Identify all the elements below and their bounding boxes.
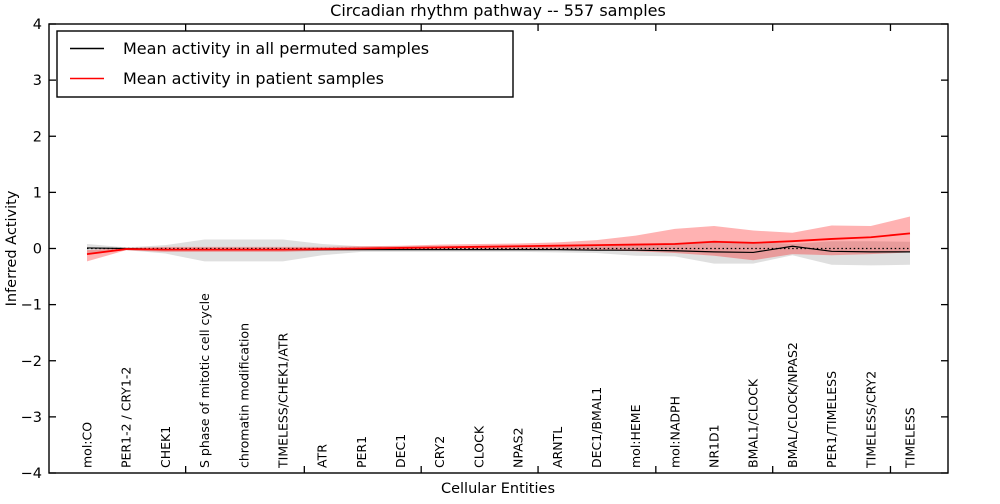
y-tick-label: −2 (21, 354, 42, 370)
x-category-label: PER1 (354, 436, 369, 468)
y-tick-label: −4 (21, 466, 42, 482)
x-category-label: chromatin modification (236, 323, 251, 468)
x-category-label: BMAL1/CLOCK (746, 378, 761, 468)
x-category-label: PER1-2 / CRY1-2 (119, 367, 134, 468)
y-tick-label: 3 (33, 73, 42, 89)
legend-label-patient: Mean activity in patient samples (123, 69, 384, 88)
x-category-label: BMAL/CLOCK/NPAS2 (785, 342, 800, 468)
x-category-label: NR1D1 (707, 424, 722, 468)
plot-layer: −4 −3 −2 −1 0 1 2 3 4 mol:CO PER1-2 / CRY1-2 CHEK1 S… (21, 17, 948, 482)
x-category-label: mol:CO (80, 422, 95, 468)
y-tick-label: −3 (21, 410, 42, 426)
y-tick-label: 1 (33, 185, 42, 201)
x-category-label: TIMELESS/CRY2 (863, 371, 878, 469)
x-category-label: TIMELESS/CHEK1/ATR (275, 332, 290, 469)
x-axis-label: Cellular Entities (441, 481, 555, 497)
y-axis-label: Inferred Activity (4, 190, 20, 306)
x-category-label: NPAS2 (511, 427, 526, 468)
x-category-label: ARNTL (550, 427, 565, 468)
series-line-1 (86, 232, 911, 256)
axes-frame (48, 23, 949, 474)
x-category-label: ATR (315, 444, 330, 468)
x-category-label: mol:NADPH (667, 396, 682, 468)
x-category-label: CLOCK (471, 425, 486, 468)
y-tick-label: 0 (33, 242, 42, 258)
y-tick-label: 4 (33, 17, 42, 33)
x-category-label: mol:HEME (628, 404, 643, 468)
x-category-label: CRY2 (432, 436, 447, 468)
x-category-label: CHEK1 (158, 426, 173, 468)
y-tick-label: −1 (21, 298, 42, 314)
x-category-label: DEC1/BMAL1 (589, 387, 604, 468)
x-category-label: DEC1 (393, 434, 408, 468)
x-category-label: S phase of mitotic cell cycle (197, 293, 212, 468)
x-category-label: TIMELESS (903, 407, 918, 469)
x-category-label: PER1/TIMELESS (824, 371, 839, 468)
chart-title: Circadian rhythm pathway -- 557 samples (330, 1, 666, 20)
legend: Mean activity in all permuted samples Me… (56, 30, 514, 98)
permuted-samples-range (87, 239, 910, 266)
legend-box (56, 30, 514, 98)
legend-label-permuted: Mean activity in all permuted samples (123, 39, 429, 58)
y-tick-label: 2 (33, 129, 42, 145)
